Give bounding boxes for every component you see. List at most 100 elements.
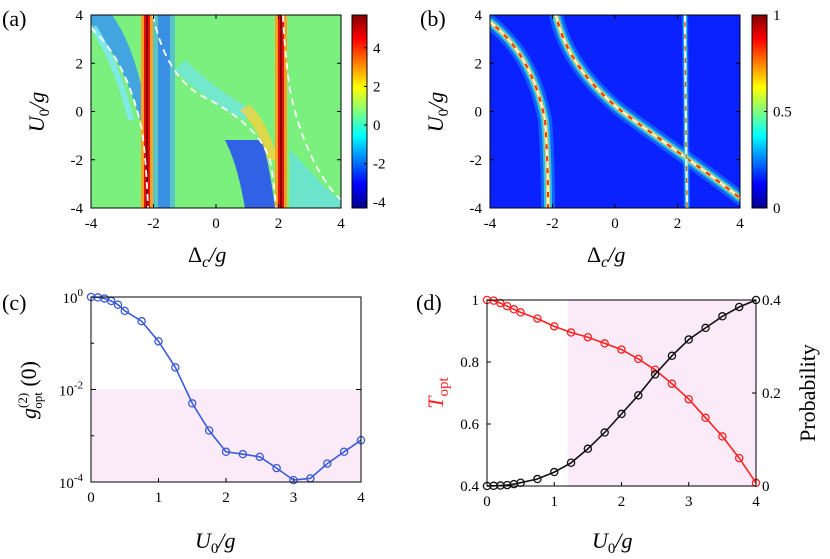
x-axis-label-d: U0/g [592, 528, 633, 557]
colorbar-tick-label: 0.5 [773, 105, 792, 121]
heatmap-b-background [490, 15, 740, 208]
x-tick-label: 1 [551, 494, 559, 510]
colorbar-tick-label: 2 [373, 79, 381, 95]
data-point-right [701, 323, 710, 333]
overlay-curve-b [490, 21, 549, 208]
data-point-left [583, 332, 593, 342]
data-point-left [509, 305, 519, 314]
series-c [86, 292, 366, 485]
data-point-left [550, 322, 559, 331]
y-tick-label: 4 [475, 8, 483, 24]
data-point-right [533, 474, 542, 484]
y-right-tick-label: 0.4 [762, 293, 781, 309]
panel-label-b: (b) [420, 6, 446, 31]
heatmap-a-band [240, 105, 278, 160]
x-tick-label: 0 [483, 494, 491, 510]
x-tick-label: 2 [674, 216, 682, 232]
data-point [120, 306, 130, 316]
panel-label-d: (d) [416, 290, 442, 315]
data-point-right [667, 351, 677, 361]
y-tick-label: -2 [470, 153, 483, 169]
data-point-left [502, 301, 512, 311]
y-tick-label: 2 [76, 56, 84, 72]
data-point [255, 452, 264, 462]
y-left-tick-label: 0.8 [460, 355, 479, 371]
data-point-left [617, 345, 626, 354]
y-tick-label: -4 [71, 201, 84, 217]
y-tick-label: 0 [475, 105, 483, 121]
data-point-right [600, 428, 609, 437]
data-point [154, 337, 163, 346]
panel-label-c: (c) [2, 290, 26, 315]
data-point [137, 316, 146, 326]
y-axis-label-c: g(2)opt (0) [15, 361, 45, 419]
data-point-right [583, 444, 593, 454]
colorbar-a-ticks: -4 -2 0 2 4 [364, 41, 386, 211]
x-tick-label: -2 [546, 216, 559, 232]
overlay-curve-a [152, 15, 277, 208]
data-point [221, 447, 231, 457]
x-axis-label-b: Δc/g [587, 242, 625, 271]
colorbar-tick-label: -4 [373, 195, 386, 211]
y-tick-label: -4 [470, 201, 483, 217]
colorbar-a-frame [351, 14, 368, 209]
panel-label-a: (a) [2, 6, 26, 31]
colorbar-a [352, 15, 367, 208]
x-tick-label: 4 [736, 216, 744, 232]
data-point [322, 459, 332, 468]
colorbar-tick-label: 1 [773, 8, 781, 24]
y-tick-label: 2 [475, 56, 483, 72]
colorbar-tick-label: 4 [373, 41, 381, 57]
heatmap-a-peak [280, 15, 282, 208]
x-tick-label: -4 [85, 216, 98, 232]
x-tick-label: -2 [147, 216, 160, 232]
data-point [204, 426, 214, 435]
y-tick-label: 10-2 [59, 380, 83, 400]
data-point-left [600, 339, 609, 348]
data-point-left [684, 394, 694, 404]
x-axis-label-a: Δc/g [188, 242, 226, 271]
data-point-right [550, 467, 559, 477]
x-tick-label: 4 [357, 490, 365, 506]
y-tick-label: 4 [76, 8, 84, 24]
data-point-left [566, 328, 576, 337]
x-tick-label: 1 [155, 490, 163, 506]
heatmap-a-band [175, 60, 255, 120]
data-point-left [634, 354, 643, 364]
axes-frame-d [486, 299, 757, 487]
data-point-left [667, 379, 677, 388]
axes-b: -4 -2 0 2 4 -4 -2 0 2 4 [470, 8, 745, 232]
data-point [339, 447, 349, 457]
data-point [171, 363, 180, 372]
panel-d: 0 1 2 3 4 0.4 0.6 0.8 1 0 0.2 0.4 (d) U0/g Topt Pro… [416, 290, 820, 557]
colorbar-tick-label: 0 [773, 201, 781, 217]
heatmap-a-peak [146, 15, 148, 208]
panel-c: 0 1 2 3 4 100 10-2 10-4 (c) U0/g g(2)opt (0) [2, 287, 365, 557]
data-point-left [701, 413, 710, 423]
y-left-tick-label: 0.6 [460, 417, 479, 433]
heatmap-a-band [290, 150, 341, 208]
y-axis-label-b: U0/g [423, 92, 452, 133]
overlay-curve-b [684, 15, 688, 208]
shaded-region-d [567, 300, 756, 486]
heatmap-b-curves [490, 15, 740, 208]
series-line [90, 296, 362, 481]
panel-a: -4 -2 0 2 4 -4 -2 0 2 4 -4 -2 0 2 4 (a) Δc/g U0/g [2, 6, 386, 271]
data-point-left [516, 308, 525, 317]
data-point [238, 449, 248, 459]
y-tick-label: 100 [63, 287, 84, 307]
x-tick-label: 2 [275, 216, 283, 232]
data-point [289, 475, 298, 485]
data-point-right [684, 335, 694, 344]
overlay-curve-a [91, 27, 149, 208]
shaded-region-c [91, 389, 361, 482]
colorbar-tick-label: -2 [373, 157, 386, 173]
y-axis-label-right-d: Probability [795, 344, 820, 442]
heatmap-a-band [91, 25, 134, 120]
x-tick-label: 0 [212, 216, 220, 232]
x-tick-label: -4 [484, 216, 497, 232]
x-tick-label: 3 [685, 494, 693, 510]
data-point-right [634, 391, 643, 400]
heatmap-a-band [158, 15, 170, 208]
